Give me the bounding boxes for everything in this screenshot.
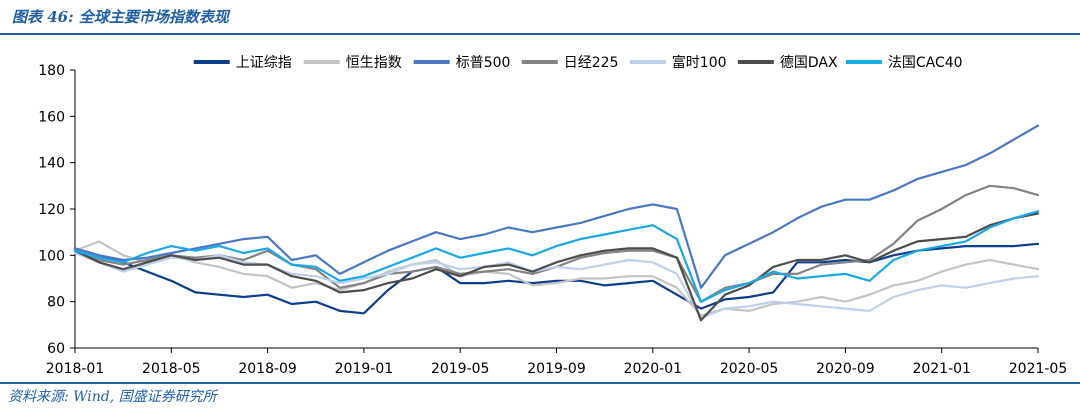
series-line-1 xyxy=(73,242,1040,315)
legend-item: 日经225 xyxy=(521,55,619,71)
series-layer xyxy=(73,124,1040,322)
figure-title: 图表 46: 全球主要市场指数表现 xyxy=(12,8,229,26)
y-tick-label: 60 xyxy=(47,341,65,357)
x-tick-label: 2021-05 xyxy=(1009,361,1068,377)
legend-label: 恒生指数 xyxy=(346,55,402,71)
x-tick-label: 2018-09 xyxy=(238,361,297,377)
x-tick-label: 2020-05 xyxy=(720,361,779,377)
x-tick-label: 2019-05 xyxy=(431,361,490,377)
y-tick-label: 100 xyxy=(38,248,65,264)
x-tick-label: 2018-01 xyxy=(46,361,105,377)
source-note: 资料来源: Wind, 国盛证券研究所 xyxy=(8,389,217,405)
chart-axes: 60 80 100 120 140 160 180 2018-01 2018-05 2018-09… xyxy=(38,63,1067,377)
legend-item: 标普500 xyxy=(413,55,511,71)
legend-label: 德国DAX xyxy=(780,55,838,71)
legend-item: 法国CAC40 xyxy=(845,55,963,71)
legend-item: 德国DAX xyxy=(737,55,838,71)
legend-item: 恒生指数 xyxy=(303,55,402,71)
footer-rule xyxy=(0,382,1080,384)
legend-item: 富时100 xyxy=(629,54,727,71)
figure-header: 图表 46: 全球主要市场指数表现 xyxy=(0,0,1080,36)
chart-legend: 上证综指 恒生指数 标普500 日经225 富时100 德国DAX 法国CAC40 xyxy=(193,54,963,71)
line-chart: 60 80 100 120 140 160 180 2018-01 2018-05 2018-09… xyxy=(38,54,1067,377)
x-tick-label: 2019-01 xyxy=(335,361,394,377)
legend-item: 上证综指 xyxy=(193,55,292,71)
y-tick-label: 180 xyxy=(38,63,65,79)
x-tick-label: 2020-09 xyxy=(816,361,875,377)
x-tick-label: 2021-01 xyxy=(912,361,971,377)
series-line-2 xyxy=(73,240,1040,317)
legend-label: 富时100 xyxy=(672,54,727,71)
legend-label: 法国CAC40 xyxy=(888,55,963,71)
x-tick-label: 2020-01 xyxy=(624,361,683,377)
series-line-3 xyxy=(73,124,1040,289)
x-tick-label: 2019-09 xyxy=(527,361,586,377)
y-tick-label: 120 xyxy=(38,202,65,218)
y-tick-label: 80 xyxy=(47,295,65,311)
x-tick-label: 2018-05 xyxy=(142,361,201,377)
legend-label: 日经225 xyxy=(564,55,619,71)
legend-label: 上证综指 xyxy=(236,55,292,71)
legend-label: 标普500 xyxy=(456,55,511,71)
series-line-7 xyxy=(73,210,1040,303)
y-tick-label: 140 xyxy=(38,156,65,172)
y-tick-label: 160 xyxy=(38,109,65,125)
series-line-6 xyxy=(73,212,1040,322)
header-rule xyxy=(0,33,1080,35)
series-line-5 xyxy=(73,251,1040,319)
